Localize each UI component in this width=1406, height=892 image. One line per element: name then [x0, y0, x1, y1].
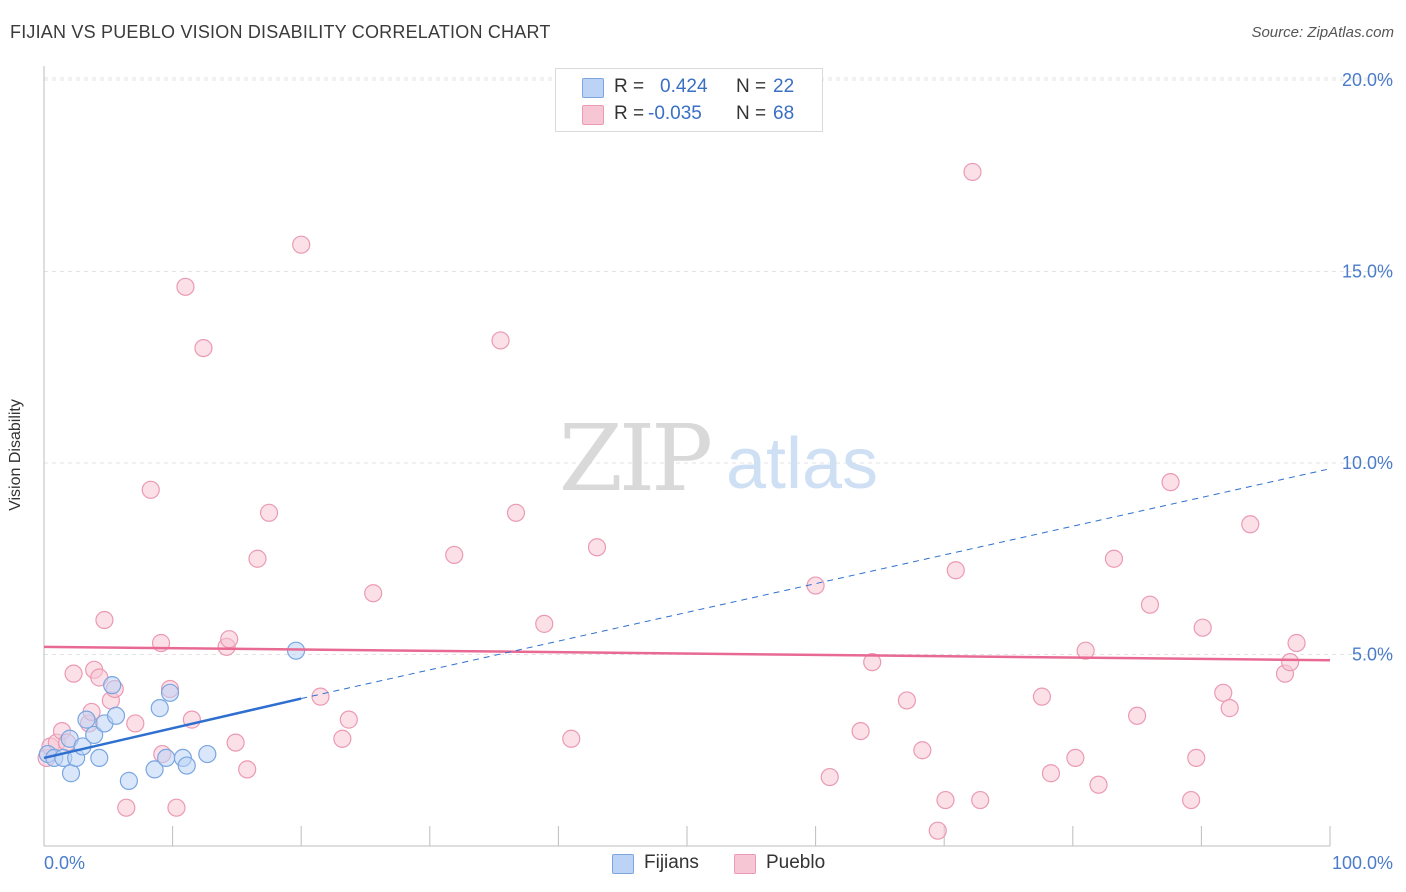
- pueblo-point-14: [126, 714, 145, 733]
- pueblo-point-62: [1193, 618, 1212, 637]
- fijians-points: [38, 641, 306, 790]
- fijians-point-19: [177, 756, 196, 775]
- fijians-swatch: [582, 78, 604, 98]
- pueblo-n-label: N =: [736, 103, 767, 124]
- fijians-point-15: [150, 699, 169, 718]
- pueblo-point-58: [1140, 595, 1160, 614]
- pueblo-point-31: [333, 729, 352, 748]
- pueblo-point-45: [913, 741, 932, 760]
- pueblo-point-56: [1104, 549, 1124, 568]
- pueblo-point-36: [506, 503, 526, 522]
- pueblo-point-57: [1127, 706, 1147, 725]
- pueblo-point-50: [971, 790, 990, 810]
- pueblo-r-value: -0.035: [648, 103, 702, 124]
- pueblo-point-59: [1161, 473, 1180, 492]
- pueblo-point-27: [248, 549, 267, 568]
- fijians-n-label: N =: [736, 76, 767, 97]
- fijians-r-value: 0.424: [660, 76, 708, 97]
- pueblo-point-37: [535, 614, 554, 633]
- pueblo-point-48: [946, 561, 965, 580]
- pueblo-r-label: R =: [614, 103, 645, 124]
- pueblo-point-33: [364, 584, 383, 603]
- correlation-legend: R = 0.424 N = 22 R = -0.035 N = 68: [555, 68, 823, 132]
- y-tick-label-5: 5.0%: [1352, 645, 1393, 665]
- chart-title: FIJIAN VS PUEBLO VISION DISABILITY CORRE…: [10, 22, 551, 42]
- pueblo-point-28: [259, 503, 279, 522]
- bottom-fijians-label: Fijians: [644, 852, 699, 873]
- bottom-pueblo-label: Pueblo: [766, 852, 826, 873]
- pueblo-point-51: [1032, 687, 1052, 706]
- pueblo-point-64: [1220, 699, 1239, 718]
- pueblo-point-15: [141, 480, 160, 499]
- fijians-n-value: 22: [773, 76, 795, 97]
- x-tick-label-min: 0.0%: [44, 853, 85, 873]
- pueblo-point-32: [339, 710, 358, 729]
- pueblo-n-value: 68: [773, 103, 795, 124]
- watermark-zip: ZIP: [559, 405, 710, 512]
- pueblo-point-47: [936, 790, 955, 810]
- pueblo-point-52: [1041, 764, 1061, 783]
- axes: [43, 66, 1331, 847]
- fijians-point-11: [103, 676, 122, 695]
- pueblo-point-61: [1187, 748, 1206, 768]
- pueblo-point-34: [445, 545, 464, 565]
- fijians-point-12: [106, 706, 126, 725]
- pueblo-point-63: [1214, 683, 1233, 702]
- pueblo-point-35: [491, 331, 510, 350]
- pueblo-point-10: [95, 610, 114, 630]
- fijians-point-17: [160, 683, 180, 702]
- y-tick-label-20: 20.0%: [1342, 70, 1393, 90]
- fijians-point-4: [61, 764, 81, 783]
- y-tick-label-10: 10.0%: [1342, 453, 1393, 473]
- pueblo-point-53: [1066, 748, 1085, 768]
- bottom-pueblo-swatch: [734, 854, 756, 874]
- grid-lines: [44, 77, 1395, 655]
- pueblo-point-65: [1241, 515, 1260, 534]
- pueblo-point-25: [226, 733, 245, 752]
- watermark-atlas: atlas: [726, 424, 878, 504]
- pueblo-point-67: [1281, 653, 1300, 672]
- fijians-point-8: [85, 725, 104, 745]
- fijians-r-label: R =: [614, 76, 645, 97]
- fijians-point-7: [77, 710, 96, 729]
- pueblo-trend-line: [43, 645, 1331, 662]
- pueblo-point-44: [897, 691, 917, 710]
- pueblo-point-46: [928, 821, 947, 840]
- pueblo-point-55: [1089, 775, 1108, 794]
- pueblo-point-22: [194, 339, 213, 358]
- pueblo-point-40: [806, 576, 825, 595]
- bottom-fijians-swatch: [612, 854, 634, 874]
- fijians-point-13: [119, 771, 138, 790]
- pueblo-point-68: [1287, 633, 1306, 653]
- pueblo-point-5: [64, 664, 83, 683]
- tick-labels: 5.0% 10.0% 15.0% 20.0% 0.0% 100.0%: [44, 70, 1393, 873]
- pueblo-point-19: [167, 798, 186, 817]
- fijians-point-16: [157, 748, 176, 768]
- fijians-point-9: [90, 748, 109, 768]
- pueblo-point-43: [863, 653, 882, 672]
- x-tick-label-max: 100.0%: [1332, 853, 1393, 873]
- fijians-point-14: [145, 760, 164, 779]
- y-tick-label-15: 15.0%: [1342, 262, 1393, 282]
- pueblo-point-24: [220, 630, 239, 649]
- trend-lines: [43, 468, 1331, 760]
- pueblo-point-38: [562, 729, 581, 748]
- pueblo-point-42: [851, 721, 870, 741]
- pueblo-point-29: [292, 235, 311, 254]
- pueblo-point-30: [311, 687, 330, 706]
- pueblo-point-60: [1182, 790, 1201, 810]
- pueblo-point-26: [238, 760, 257, 779]
- chart-source: Source: ZipAtlas.com: [1251, 24, 1394, 41]
- fijians-point-20: [198, 744, 217, 764]
- watermark: ZIP atlas: [559, 405, 878, 512]
- pueblo-point-54: [1076, 641, 1095, 660]
- pueblo-point-13: [117, 798, 136, 817]
- pueblo-point-39: [587, 538, 607, 557]
- pueblo-point-41: [820, 767, 839, 787]
- fijians-trend-line: [43, 697, 302, 760]
- pueblo-point-20: [176, 277, 195, 296]
- pueblo-swatch: [582, 105, 604, 125]
- pueblo-point-49: [963, 162, 982, 182]
